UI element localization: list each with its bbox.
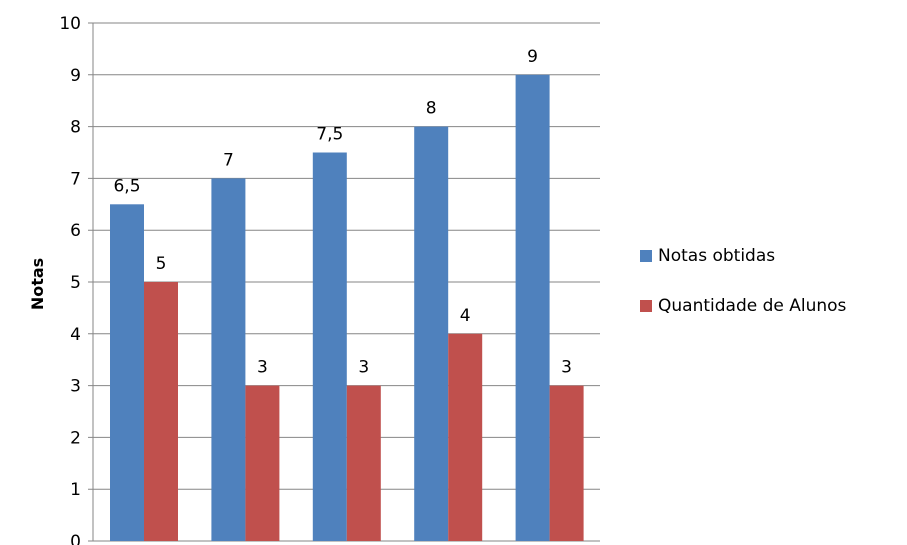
bar-notas-3: [312, 152, 347, 541]
y-axis-label: Notas: [28, 258, 47, 310]
y-tick-label: 1: [70, 480, 81, 500]
bar-notas-2: [211, 178, 246, 541]
legend-item-notas: Notas obtidas: [640, 244, 846, 268]
y-tick-label: 8: [70, 118, 81, 138]
data-label: 7,5: [316, 125, 343, 145]
y-tick-label: 3: [70, 377, 81, 397]
data-label: 6,5: [113, 176, 140, 196]
data-label: 9: [527, 47, 538, 67]
bar-notas-5: [515, 74, 550, 542]
y-tick-label: 7: [70, 169, 81, 189]
legend-swatch-alunos: [640, 300, 652, 312]
y-tick-label: 2: [70, 428, 81, 448]
legend-label-notas: Notas obtidas: [658, 246, 776, 266]
y-tick-label: 6: [70, 221, 81, 241]
bar-alunos-3: [346, 385, 381, 541]
data-labels: 6,5 7 7,5 8 9 5 3 3 4 3: [113, 47, 572, 378]
y-tick-label: 0: [70, 532, 81, 545]
y-tick-label: 9: [70, 66, 81, 86]
y-tick-label: 4: [70, 325, 81, 345]
data-label: 3: [358, 358, 369, 378]
bar-alunos-5: [549, 385, 584, 541]
bar-alunos-2: [245, 385, 280, 541]
y-axis-ticks: 0 1 2 3 4 5 6 7 8 9 10: [59, 14, 81, 545]
y-tick-label: 10: [59, 14, 81, 34]
data-label: 4: [460, 306, 471, 326]
legend-label-alunos: Quantidade de Alunos: [658, 296, 847, 316]
y-tick-label: 5: [70, 273, 81, 293]
bars: [110, 74, 584, 542]
data-label: 3: [257, 358, 268, 378]
bar-notas-4: [414, 126, 449, 541]
legend-swatch-notas: [640, 250, 652, 262]
bar-alunos-4: [448, 333, 483, 541]
data-label: 8: [426, 99, 437, 119]
data-label: 5: [156, 254, 167, 274]
data-label: 3: [561, 358, 572, 378]
legend-item-alunos: Quantidade de Alunos: [640, 294, 846, 318]
bar-alunos-1: [144, 282, 178, 541]
legend: Notas obtidas Quantidade de Alunos: [640, 244, 846, 344]
bar-notas-1: [110, 204, 144, 542]
data-label: 7: [223, 150, 234, 170]
